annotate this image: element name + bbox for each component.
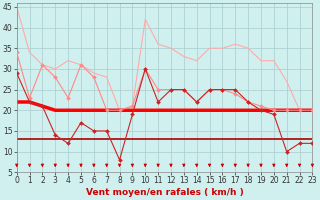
X-axis label: Vent moyen/en rafales ( km/h ): Vent moyen/en rafales ( km/h ) (86, 188, 244, 197)
